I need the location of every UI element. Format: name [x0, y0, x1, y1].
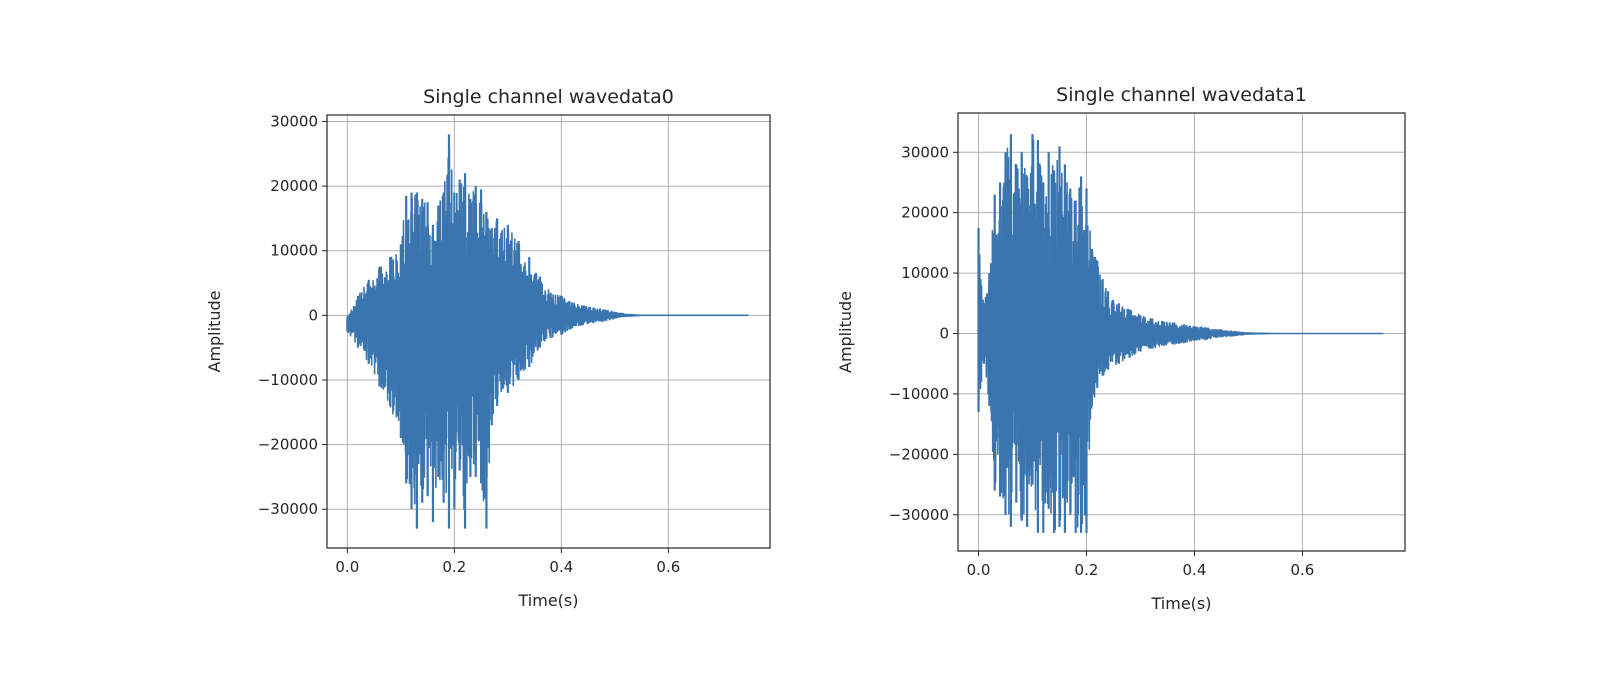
x-tick-label: 0.2: [442, 558, 466, 576]
chart-title: Single channel wavedata0: [423, 86, 674, 108]
waveform-line: [977, 139, 1384, 531]
y-tick-label: −10000: [889, 385, 949, 403]
y-tick-label: −10000: [258, 371, 318, 389]
chart-wavedata1: 0.0 0.2 0.4 0.6 −30000 −20000 −10000 0 10000 2000…: [836, 84, 1406, 613]
y-axis-label: Amplitude: [836, 291, 855, 373]
plot-frame: [326, 114, 771, 549]
x-tick-label: 0.0: [335, 558, 359, 576]
waveform-line: [346, 149, 750, 510]
x-axis-label: Time(s): [1151, 594, 1212, 613]
x-tick-label: 0.0: [967, 561, 991, 579]
plot-frame: [957, 112, 1406, 552]
y-tick-label: 20000: [901, 204, 949, 222]
x-tick-label: 0.6: [1290, 561, 1314, 579]
y-tick-label: −30000: [258, 500, 318, 518]
y-tick-label: 20000: [270, 177, 318, 195]
x-tick-label: 0.2: [1075, 561, 1099, 579]
y-tick-label: −20000: [258, 436, 318, 454]
chart-title: Single channel wavedata1: [1056, 84, 1307, 106]
y-tick-label: 30000: [270, 112, 318, 130]
y-tick-label: 0: [308, 306, 318, 324]
chart-wavedata0: 0.0 0.2 0.4 0.6 −30000 −20000 −10000 0 10000 2000…: [205, 86, 771, 610]
y-tick-label: 30000: [901, 143, 949, 161]
x-tick-label: 0.4: [1183, 561, 1207, 579]
y-tick-label: −30000: [889, 506, 949, 524]
y-tick-label: 0: [939, 325, 949, 343]
y-tick-label: −20000: [889, 445, 949, 463]
x-tick-label: 0.4: [549, 558, 573, 576]
y-tick-label: 10000: [270, 242, 318, 260]
y-axis-label: Amplitude: [205, 291, 224, 373]
x-axis-label: Time(s): [518, 591, 579, 610]
x-tick-label: 0.6: [656, 558, 680, 576]
y-tick-label: 10000: [901, 264, 949, 282]
